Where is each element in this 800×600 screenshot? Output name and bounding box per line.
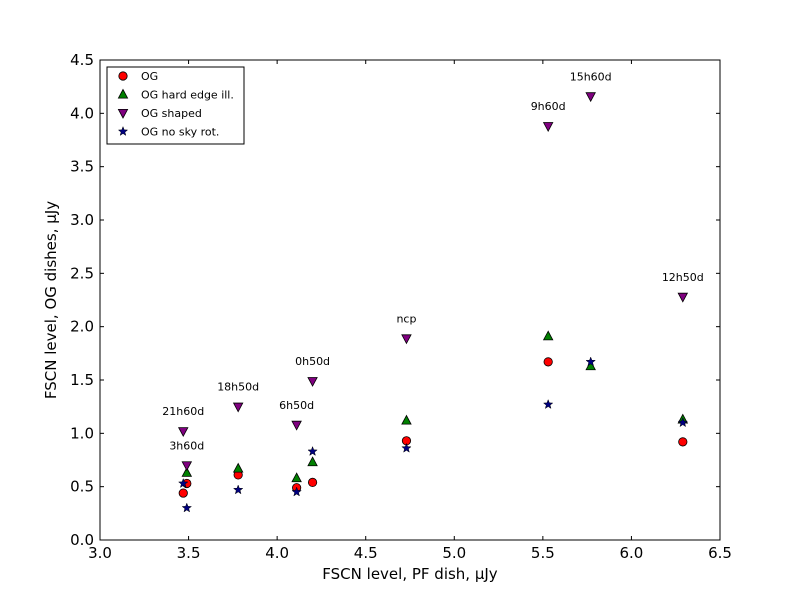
data-point — [181, 461, 193, 472]
data-point — [543, 357, 553, 367]
data-point — [542, 330, 554, 341]
y-tick-label: 3.5 — [70, 158, 94, 176]
data-point — [232, 402, 244, 413]
x-tick-label: 3.5 — [177, 544, 201, 562]
point-label: ncp — [396, 312, 416, 325]
y-tick-label: 1.5 — [70, 371, 94, 389]
x-tick-label: 5.0 — [442, 544, 466, 562]
x-axis-label: FSCN level, PF dish, μJy — [322, 565, 498, 583]
data-point — [307, 456, 318, 467]
x-tick-label: 5.5 — [531, 544, 555, 562]
y-tick-label: 4.5 — [70, 51, 94, 69]
y-tick-label: 2.0 — [70, 318, 94, 336]
point-label: 9h60d — [531, 100, 566, 113]
data-point — [181, 502, 193, 513]
legend-label: OG — [141, 70, 158, 83]
x-tick-label: 3.0 — [88, 544, 112, 562]
data-point — [307, 377, 318, 387]
y-tick-label: 0.0 — [70, 531, 94, 549]
point-label: 12h50d — [662, 271, 704, 284]
point-label: 0h50d — [295, 355, 330, 368]
data-point — [181, 466, 193, 477]
legend-marker — [118, 71, 128, 81]
legend-label: OG shaped — [141, 107, 202, 120]
data-point — [678, 437, 688, 447]
x-tick-label: 4.5 — [354, 544, 378, 562]
y-tick-label: 2.5 — [70, 264, 94, 282]
x-tick-label: 4.0 — [265, 544, 289, 562]
data-point — [178, 488, 188, 498]
data-point — [677, 417, 689, 428]
data-point — [232, 462, 244, 473]
data-point — [542, 399, 554, 410]
data-point — [291, 420, 302, 431]
point-annotations: 21h60d 3h60d 18h50d 6h50d 0h50d ncp 9h60d 15h60… — [162, 70, 703, 452]
point-label: 15h60d — [570, 70, 612, 83]
y-tick-label: 3.0 — [70, 211, 94, 229]
legend: OG OG hard edge ill. OG shaped OG no sky ro… — [106, 66, 245, 145]
legend-marker — [117, 125, 129, 136]
axis-ticks: 3.0 3.5 4.0 4.5 5.0 5.5 6.0 6.5 0.0 0.5 1.0 1.5 2.0 2… — [70, 51, 732, 562]
data-point — [291, 472, 302, 483]
data-point — [232, 484, 244, 495]
data-point — [401, 442, 412, 453]
data-point — [585, 92, 596, 103]
data-point — [177, 427, 189, 438]
data-point — [291, 486, 302, 497]
point-label: 21h60d — [162, 405, 204, 418]
legend-label: OG no sky rot. — [141, 126, 219, 139]
point-label: 6h50d — [279, 399, 314, 412]
data-point — [178, 477, 189, 488]
y-tick-label: 4.0 — [70, 104, 94, 122]
data-point — [542, 122, 554, 132]
legend-marker — [117, 109, 129, 119]
data-point — [307, 445, 318, 456]
legend-box — [106, 66, 245, 145]
data-point — [307, 477, 318, 487]
point-label: 3h60d — [169, 439, 204, 452]
y-axis-label: FSCN level, OG dishes, μJy — [42, 201, 60, 399]
data-point — [401, 334, 412, 345]
legend-marker — [117, 88, 129, 99]
y-tick-label: 1.0 — [70, 424, 94, 442]
y-tick-label: 0.5 — [70, 478, 94, 496]
x-tick-label: 6.0 — [619, 544, 643, 562]
x-tick-label: 6.5 — [708, 544, 732, 562]
legend-label: OG hard edge ill. — [141, 89, 234, 102]
data-marks — [177, 92, 689, 513]
data-point — [401, 414, 412, 425]
data-point — [585, 356, 596, 367]
data-point — [677, 292, 689, 303]
point-label: 18h50d — [217, 381, 259, 394]
